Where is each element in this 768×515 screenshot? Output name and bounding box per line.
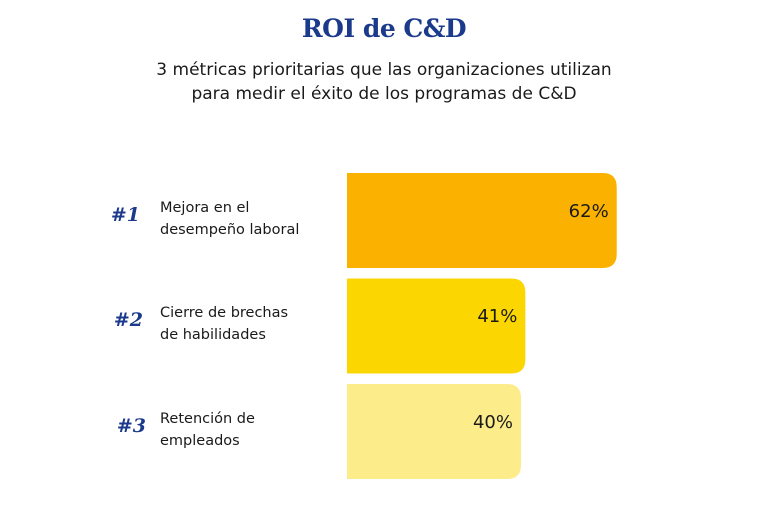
subtitle: 3 métricas prioritarias que las organiza… (0, 58, 768, 106)
bar (347, 173, 617, 268)
value-label: 62% (568, 200, 609, 222)
bar (347, 384, 521, 479)
chart-title: ROI de C&D (301, 14, 467, 43)
rank-label: #3 (116, 414, 146, 437)
bar (347, 278, 526, 374)
value-label: 41% (477, 306, 518, 327)
rank-label: #1 (110, 203, 140, 226)
subtitle-line: para medir el éxito de los programas de … (191, 84, 577, 104)
category-label: Retención de empleados (160, 410, 255, 449)
category-label: Cierre de brechas de habilidades (160, 305, 289, 343)
subtitle-line: 3 métricas prioritarias que las organiza… (156, 60, 612, 80)
value-label: 40% (472, 411, 513, 433)
rank-label: #2 (113, 309, 143, 331)
category-label: Mejora en el desempeño laboral (160, 199, 300, 238)
